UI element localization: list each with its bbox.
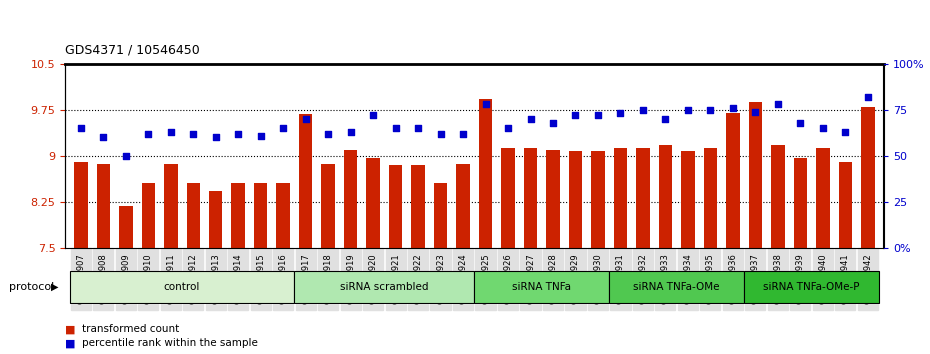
Bar [97, 164, 110, 354]
Point [140, 131, 155, 137]
Bar [726, 113, 739, 354]
Text: siRNA TNFa-OMe: siRNA TNFa-OMe [633, 282, 720, 292]
Bar [658, 145, 672, 354]
Text: transformed count: transformed count [82, 324, 179, 334]
Point [276, 125, 291, 131]
Bar [749, 102, 762, 354]
Bar [681, 152, 695, 354]
Bar [433, 183, 447, 354]
Point [500, 125, 515, 131]
Bar [457, 164, 470, 354]
Bar [366, 158, 379, 354]
Bar [299, 114, 312, 354]
Point [365, 113, 380, 118]
Point [321, 131, 336, 137]
Point [118, 153, 133, 159]
Bar [793, 158, 807, 354]
Bar [254, 183, 268, 354]
Point [73, 125, 88, 131]
Point [838, 129, 853, 135]
Point [299, 116, 313, 122]
Text: percentile rank within the sample: percentile rank within the sample [82, 338, 258, 348]
Bar [546, 150, 560, 354]
Point [681, 107, 696, 113]
Point [546, 120, 561, 125]
Bar [119, 206, 133, 354]
Point [568, 113, 583, 118]
Point [635, 107, 650, 113]
Bar [232, 183, 245, 354]
Point [793, 120, 808, 125]
Point [388, 125, 403, 131]
Text: protocol: protocol [9, 282, 55, 292]
Point [703, 107, 718, 113]
Bar [816, 148, 830, 354]
FancyBboxPatch shape [474, 271, 609, 303]
Bar [614, 148, 627, 354]
Point [343, 129, 358, 135]
Point [613, 110, 628, 116]
Point [816, 125, 830, 131]
Text: siRNA scrambled: siRNA scrambled [340, 282, 429, 292]
Point [456, 131, 471, 137]
Bar [344, 150, 357, 354]
Bar [276, 183, 290, 354]
Point [523, 116, 538, 122]
Bar [501, 148, 515, 354]
Bar [524, 148, 538, 354]
Point [164, 129, 179, 135]
Bar [141, 183, 155, 354]
FancyBboxPatch shape [744, 271, 879, 303]
Text: siRNA TNFa: siRNA TNFa [512, 282, 571, 292]
Bar [389, 165, 403, 354]
Point [231, 131, 246, 137]
Text: siRNA TNFa-OMe-P: siRNA TNFa-OMe-P [764, 282, 860, 292]
Point [591, 113, 605, 118]
Bar [411, 165, 425, 354]
Bar [187, 183, 200, 354]
Bar [569, 152, 582, 354]
Point [186, 131, 201, 137]
Point [658, 116, 672, 122]
Point [208, 135, 223, 140]
Text: control: control [164, 282, 200, 292]
Text: ■: ■ [65, 324, 75, 334]
FancyBboxPatch shape [70, 271, 295, 303]
Bar [209, 192, 222, 354]
Point [748, 109, 763, 114]
Point [253, 133, 268, 138]
Point [411, 125, 426, 131]
Point [433, 131, 448, 137]
Bar [839, 162, 852, 354]
Text: GDS4371 / 10546450: GDS4371 / 10546450 [65, 44, 200, 57]
Point [96, 135, 111, 140]
Bar [479, 99, 492, 354]
Text: ▶: ▶ [51, 282, 59, 292]
Point [860, 94, 875, 100]
Text: ■: ■ [65, 338, 75, 348]
Bar [591, 152, 604, 354]
Bar [636, 148, 650, 354]
Point [770, 101, 785, 107]
Bar [861, 107, 874, 354]
Bar [164, 164, 178, 354]
Bar [322, 164, 335, 354]
Point [725, 105, 740, 111]
Bar [74, 162, 87, 354]
Bar [771, 145, 785, 354]
FancyBboxPatch shape [295, 271, 474, 303]
Bar [704, 148, 717, 354]
FancyBboxPatch shape [609, 271, 744, 303]
Point [478, 101, 493, 107]
